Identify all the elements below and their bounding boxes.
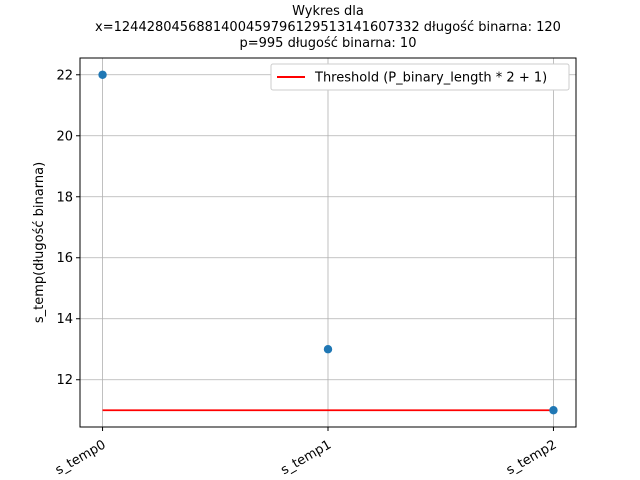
x-tick-label: s_temp2	[504, 437, 560, 478]
series-layer	[98, 70, 558, 415]
y-tick-label: 22	[56, 68, 73, 83]
y-tick-label: 20	[56, 129, 73, 144]
x-tick-label: s_temp1	[278, 437, 334, 478]
y-tick-label: 12	[56, 373, 73, 388]
y-tick-label: 14	[56, 312, 73, 327]
scatter-point	[323, 345, 333, 354]
y-tick-label: 18	[56, 190, 73, 205]
legend-box	[270, 63, 570, 91]
legend-label: Threshold (P_binary_length * 2 + 1)	[314, 71, 547, 86]
chart-title-line-1: Wykres dla	[292, 4, 364, 19]
scatter-point	[549, 406, 558, 415]
x-tick-label: s_temp0	[53, 437, 109, 478]
scatter-point	[98, 70, 107, 79]
legend: Threshold (P_binary_length * 2 + 1)	[270, 63, 570, 91]
axis-layer: 12 14 16 18 20 22 s_temp0 s_temp1 s_temp2	[53, 68, 560, 478]
chart-title-line-2: x=1244280456881400459796129513141607332 …	[95, 20, 561, 35]
chart-title-line-3: p=995 długość binarna: 10	[239, 36, 417, 51]
grid-layer	[80, 58, 576, 427]
y-tick-label: 16	[56, 251, 73, 266]
y-axis-label: s_temp(długość binarna)	[32, 162, 47, 323]
